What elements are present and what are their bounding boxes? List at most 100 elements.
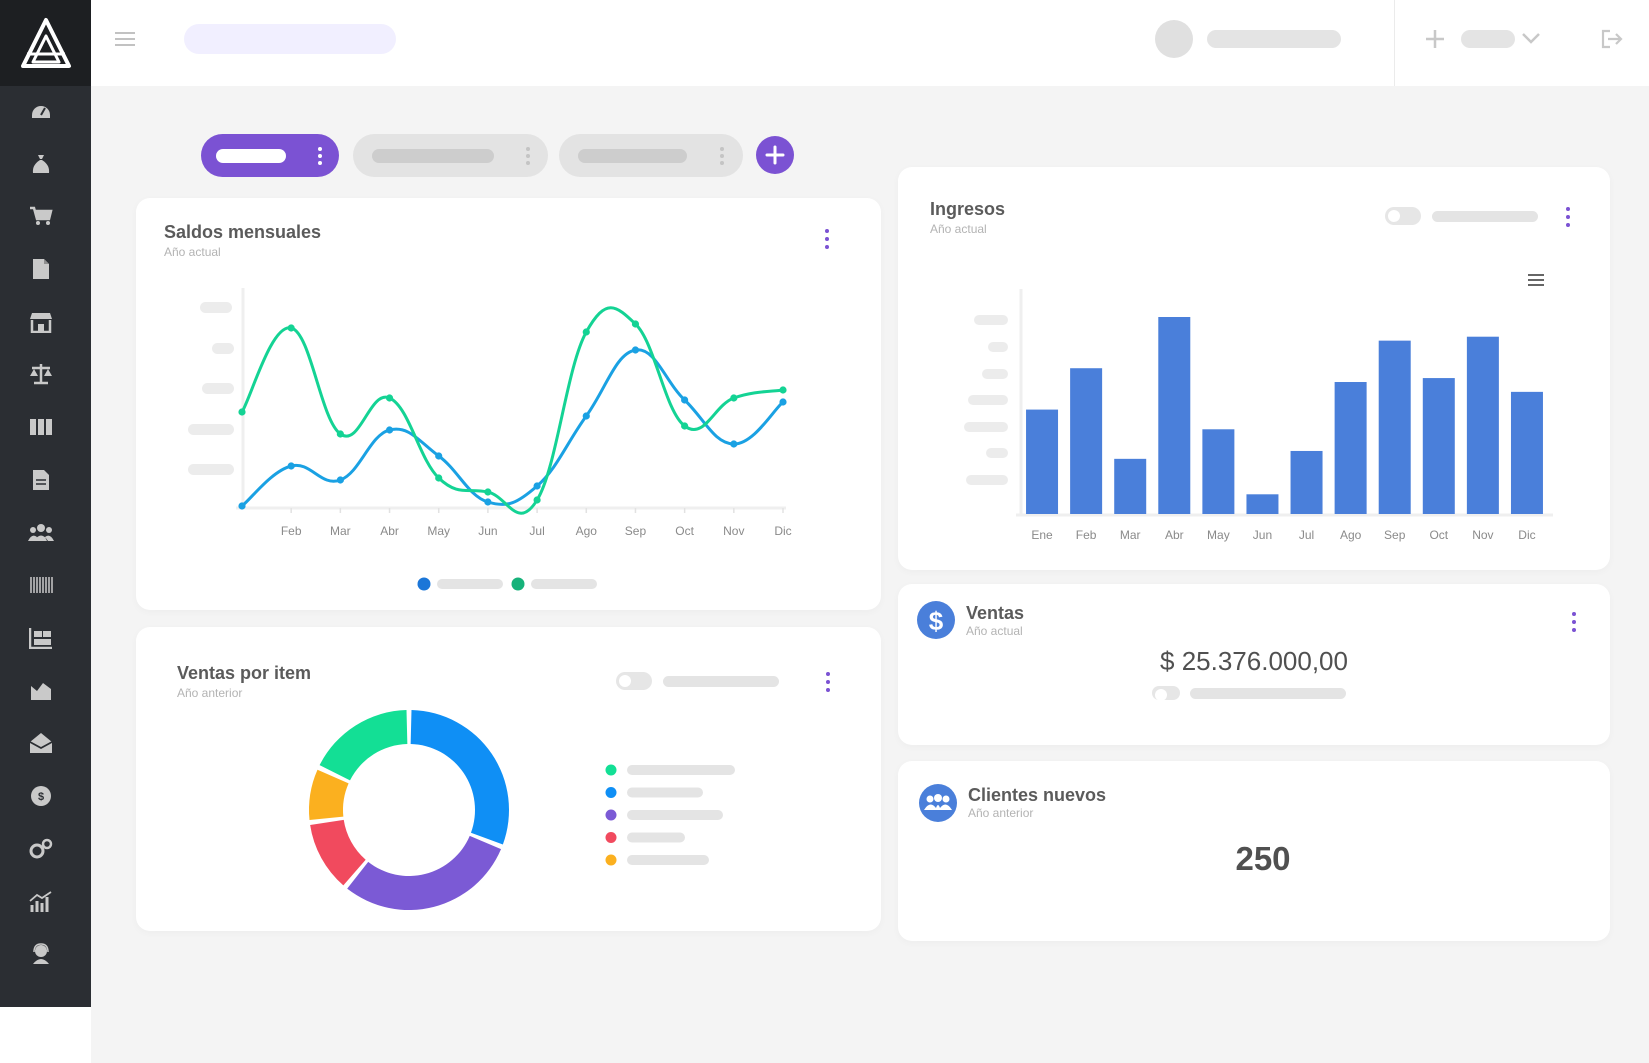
x-tick-label: Feb — [1076, 528, 1097, 542]
series-1-point — [385, 426, 394, 434]
sidebar: $ — [0, 0, 91, 1007]
ventas-toggle-label — [1190, 688, 1346, 699]
series-2-point — [238, 408, 246, 416]
x-tick-label: Jun — [478, 524, 497, 538]
series-2-point — [779, 386, 787, 394]
avatar[interactable] — [1155, 20, 1193, 58]
series-2-point — [730, 394, 738, 402]
dashboard-icon[interactable] — [25, 95, 57, 127]
bar — [1158, 317, 1191, 514]
ventas-item-card: Ventas por item Año anterior — [136, 627, 881, 931]
x-tick-label: Nov — [723, 524, 744, 538]
svg-text:$: $ — [38, 791, 44, 803]
tab-active[interactable] — [201, 134, 339, 177]
saldos-line-chart: Feb Mar Abr May Jun Jul Ago Sep Oct Nov Dic — [188, 288, 792, 591]
ventas-donut-chart — [309, 710, 735, 910]
stats-icon[interactable] — [25, 675, 57, 707]
legend-label-placeholder — [627, 787, 703, 798]
x-tick-label: Abr — [1165, 528, 1184, 542]
settings-icon[interactable] — [25, 833, 57, 865]
hamburger-icon[interactable] — [115, 30, 135, 48]
ventas-item-toggle[interactable] — [616, 672, 652, 690]
ventas-menu-button[interactable] — [1570, 612, 1578, 632]
bar — [1026, 409, 1059, 514]
reports-icon[interactable] — [25, 886, 57, 918]
tab-2[interactable] — [353, 134, 548, 177]
legend-label-placeholder-1 — [437, 579, 503, 589]
legend-label-placeholder — [627, 855, 709, 865]
bar — [1246, 494, 1279, 514]
add-tab-button[interactable] — [756, 136, 794, 174]
series-2-point — [287, 324, 295, 332]
scale-icon[interactable] — [25, 358, 57, 390]
x-tick-label: Nov — [1472, 528, 1493, 542]
pie-slice — [310, 819, 366, 886]
clientes-value: 250 — [1235, 840, 1291, 877]
main-area: Saldos mensuales Año actual Feb Mar Abr May… — [91, 0, 1649, 1063]
dollar-icon: $ — [917, 601, 955, 639]
company-selector[interactable] — [1461, 30, 1515, 48]
ingresos-title: Ingresos — [930, 199, 1006, 219]
y-tick-label-placeholder — [974, 315, 1008, 325]
ventas-item-menu-button[interactable] — [824, 672, 832, 692]
saldos-menu-button[interactable] — [823, 229, 831, 249]
x-tick-label: Abr — [380, 524, 399, 538]
series-1-point — [681, 396, 689, 404]
y-tick-label-placeholder — [982, 369, 1008, 379]
header-divider — [1394, 0, 1395, 86]
logout-icon[interactable] — [1601, 29, 1623, 49]
document-icon[interactable] — [25, 253, 57, 285]
x-tick-label: Sep — [1384, 528, 1406, 542]
x-tick-label: Jul — [1299, 528, 1314, 542]
series-1-point — [238, 502, 246, 510]
ventas-toggle[interactable] — [1152, 686, 1180, 701]
legend-dot — [605, 809, 617, 821]
money-bag-icon[interactable] — [25, 148, 57, 180]
inbox-icon[interactable] — [25, 727, 57, 759]
barcode-icon[interactable] — [25, 569, 57, 601]
support-icon[interactable] — [25, 938, 57, 970]
x-tick-label: Mar — [330, 524, 351, 538]
series-1-point — [582, 412, 590, 420]
plus-icon[interactable] — [1425, 29, 1445, 49]
legend-label-placeholder-2 — [531, 579, 597, 589]
series-2-point — [533, 496, 541, 504]
y-tick-label-placeholder — [188, 464, 234, 475]
series-1-point — [287, 462, 295, 470]
warehouse-icon[interactable] — [25, 622, 57, 654]
legend-label-placeholder — [627, 832, 685, 843]
invoice-icon[interactable] — [25, 464, 57, 496]
inventory-icon[interactable] — [25, 411, 57, 443]
x-tick-label: Feb — [281, 524, 302, 538]
x-tick-label: May — [1207, 528, 1230, 542]
logo-icon[interactable] — [0, 0, 91, 86]
store-icon[interactable] — [25, 306, 57, 338]
legend-dot-2 — [511, 577, 525, 591]
x-tick-label: Ago — [1340, 528, 1362, 542]
series-1-point — [779, 398, 787, 406]
search-bar[interactable] — [184, 24, 396, 54]
bar — [1466, 336, 1499, 514]
series-1-point — [336, 476, 344, 484]
chart-menu-icon[interactable] — [1528, 273, 1544, 287]
svg-text:$: $ — [929, 606, 944, 636]
bar — [1202, 429, 1235, 514]
y-tick-label-placeholder — [964, 422, 1008, 432]
ingresos-menu-button[interactable] — [1564, 207, 1572, 227]
legend-dot — [605, 787, 617, 798]
ingresos-toggle[interactable] — [1385, 207, 1421, 225]
x-tick-label: May — [427, 524, 450, 538]
y-tick-label-placeholder — [188, 424, 234, 435]
y-tick-label-placeholder — [986, 448, 1008, 458]
clientes-subtitle: Año anterior — [968, 806, 1034, 820]
top-bar — [91, 0, 1649, 86]
series-2-point — [336, 430, 344, 438]
coin-icon[interactable]: $ — [25, 780, 57, 812]
tab-3[interactable] — [559, 134, 743, 177]
cart-icon[interactable] — [25, 200, 57, 232]
pie-slice — [347, 835, 502, 910]
users-icon[interactable] — [25, 516, 57, 548]
chevron-down-icon[interactable] — [1521, 31, 1541, 45]
ventas-item-subtitle: Año anterior — [177, 686, 243, 700]
series-2-point — [681, 422, 689, 430]
